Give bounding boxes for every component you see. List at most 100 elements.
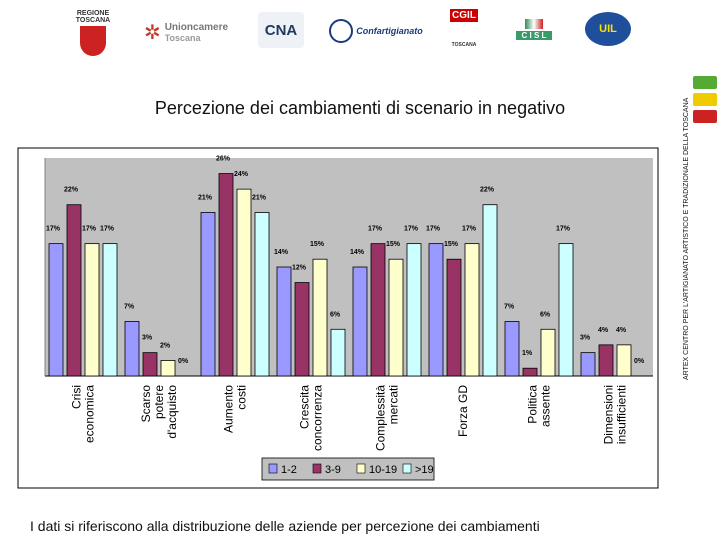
bar-19-0	[102, 243, 118, 377]
legend-swatch-0	[268, 463, 278, 474]
category-label-5-0: Forza GD	[456, 385, 470, 437]
side-stripe-yellow	[693, 93, 717, 106]
data-label-3-0: 17%	[100, 226, 115, 233]
bar-12-7	[580, 352, 596, 377]
category-label-1-2: d'acquisto	[165, 385, 179, 439]
legend-label-1: 3-9	[325, 464, 341, 476]
data-label-2-3: 15%	[310, 241, 325, 248]
data-label-1-1: 3%	[142, 335, 153, 342]
data-label-2-1: 2%	[160, 342, 171, 349]
data-label-1-0: 22%	[64, 187, 79, 194]
data-label-1-7: 4%	[598, 327, 609, 334]
category-label-0-1: economica	[83, 385, 97, 443]
legend-box	[261, 457, 435, 481]
category-label-2-1: costi	[235, 385, 249, 410]
data-label-0-4: 14%	[350, 249, 365, 256]
data-label-2-2: 24%	[234, 171, 249, 178]
category-label-6-0: Politica	[526, 385, 540, 424]
data-label-3-7: 0%	[634, 358, 645, 365]
bar-1019-3	[312, 258, 328, 377]
legend-swatch-3	[402, 463, 412, 474]
category-label-7-0: Dimensioni	[602, 385, 616, 444]
bar-1019-4	[388, 258, 404, 377]
cisl-flag-icon	[525, 18, 543, 29]
data-label-1-2: 26%	[216, 156, 231, 163]
legend-label-3: >19	[415, 464, 434, 476]
category-label-4-0: Complessità	[374, 385, 388, 451]
category-label-1-1: potere	[152, 385, 166, 419]
category-label-7-1: insufficienti	[615, 385, 629, 444]
bar-39-2	[218, 173, 234, 377]
bar-39-0	[66, 204, 82, 377]
bar-39-5	[446, 258, 462, 377]
confartigianato-logo: Confartigianato	[328, 16, 424, 46]
bar-39-4	[370, 243, 386, 377]
data-label-2-6: 6%	[540, 311, 551, 318]
regione-toscana-logo: REGIONE TOSCANA	[70, 4, 116, 62]
bar-19-6	[558, 243, 574, 377]
category-label-3-1: concorrenza	[311, 385, 325, 451]
legend-label-0: 1-2	[281, 464, 297, 476]
data-label-0-0: 17%	[46, 226, 61, 233]
footer-note: I dati si riferiscono alla distribuzione…	[30, 518, 540, 534]
data-label-3-4: 17%	[404, 226, 419, 233]
category-label-2-0: Aumento	[222, 385, 236, 433]
bar-1019-0	[84, 243, 100, 377]
bar-39-3	[294, 282, 310, 377]
bar-1019-7	[616, 344, 632, 377]
data-label-0-2: 21%	[198, 195, 213, 202]
data-label-3-5: 22%	[480, 187, 495, 194]
bar-12-5	[428, 243, 444, 377]
data-label-0-6: 7%	[504, 304, 515, 311]
bar-12-2	[200, 212, 216, 377]
data-label-3-6: 17%	[556, 226, 571, 233]
bar-1019-6	[540, 328, 556, 377]
data-label-0-7: 3%	[580, 335, 591, 342]
coat-of-arms-icon	[80, 26, 106, 56]
chart-title: Percezione dei cambiamenti di scenario i…	[154, 98, 566, 118]
bar-19-4	[406, 243, 422, 377]
data-label-1-3: 12%	[292, 265, 307, 272]
data-label-3-3: 6%	[330, 311, 341, 318]
bar-19-5	[482, 204, 498, 377]
uil-logo: UIL	[585, 12, 631, 46]
category-label-4-1: mercati	[387, 385, 401, 424]
data-label-1-6: 1%	[522, 350, 533, 357]
data-label-1-5: 15%	[444, 241, 459, 248]
unioncamere-icon: ✲	[143, 21, 161, 44]
bar-19-3	[330, 328, 346, 377]
bar-39-1	[142, 352, 158, 377]
side-stripe-green	[693, 76, 717, 89]
bar-39-6	[522, 367, 538, 377]
data-label-3-2: 21%	[252, 195, 267, 202]
data-label-0-1: 7%	[124, 304, 135, 311]
data-label-0-3: 14%	[274, 249, 289, 256]
bar-12-4	[352, 266, 368, 377]
data-label-3-1: 0%	[178, 358, 189, 365]
category-label-3-0: Crescita	[298, 385, 312, 429]
bar-1019-2	[236, 188, 252, 377]
category-label-6-1: assente	[539, 385, 553, 427]
bar-1019-5	[464, 243, 480, 377]
bar-12-6	[504, 321, 520, 377]
bar-39-7	[598, 344, 614, 377]
legend-label-2: 10-19	[369, 464, 397, 476]
data-label-2-5: 17%	[462, 226, 477, 233]
bar-1019-1	[160, 360, 176, 377]
category-label-1-0: Scarso	[139, 385, 153, 423]
side-stripe-red	[693, 110, 717, 123]
confartigianato-icon	[329, 19, 354, 43]
logo-bar: REGIONE TOSCANA ✲ Unioncamere Toscana CN…	[0, 0, 720, 62]
cisl-logo: C I S L	[503, 14, 565, 44]
cna-logo: CNA	[258, 12, 304, 48]
bar-12-3	[276, 266, 292, 377]
bar-12-1	[124, 321, 140, 377]
data-label-0-5: 17%	[426, 226, 441, 233]
legend-swatch-2	[356, 463, 366, 474]
unioncamere-logo: ✲ Unioncamere Toscana	[143, 21, 229, 44]
legend-swatch-1	[312, 463, 322, 474]
bar-19-2	[254, 212, 270, 377]
data-label-1-4: 17%	[368, 226, 383, 233]
data-label-2-4: 15%	[386, 241, 401, 248]
